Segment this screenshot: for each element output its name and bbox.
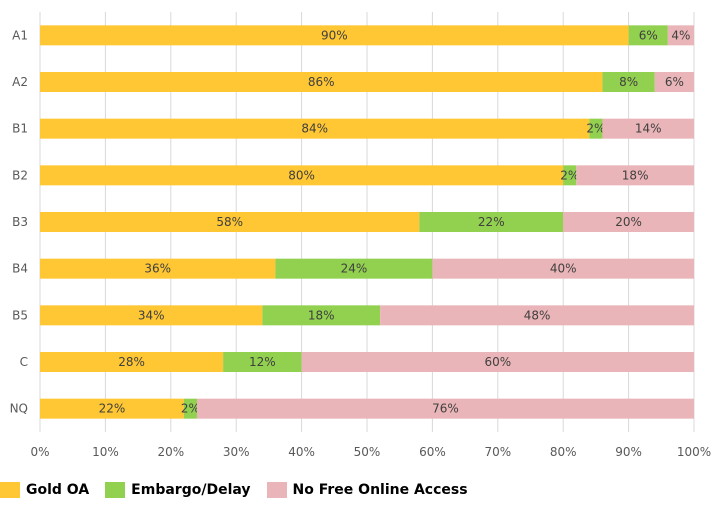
stacked-bar-chart: 90% 6% 4% 86% 8% 6% 84% 2% 14% 80% 2% 18% 58% 22% 20% 3… (10, 12, 711, 459)
legend-item-no-free-online-access: No Free Online Access (266, 482, 468, 498)
data-label: 22% (478, 215, 505, 229)
bar-segment-no-free-online-access (667, 25, 694, 46)
legend-label-no-free-online-access: No Free Online Access (292, 482, 468, 498)
bar-segment-gold-oa (40, 258, 276, 279)
x-tick-label: 70% (484, 445, 511, 459)
data-label: 60% (484, 355, 511, 369)
data-label: 2% (181, 402, 200, 416)
x-tick-label: 20% (157, 445, 184, 459)
category-label: C (20, 355, 28, 369)
bar-segment-no-free-online-access (380, 305, 694, 326)
x-tick-label: 0% (30, 445, 49, 459)
category-label: B3 (12, 215, 28, 229)
data-label: 24% (341, 262, 368, 276)
x-tick-label: 100% (677, 445, 711, 459)
bar-segment-no-free-online-access (196, 398, 694, 419)
bar-segment-no-free-online-access (602, 118, 694, 139)
data-label: 28% (118, 355, 145, 369)
bar-segment-gold-oa (40, 305, 263, 326)
category-label: B5 (12, 308, 28, 322)
data-label: 34% (138, 308, 165, 322)
legend-swatch-no-free-online-access (266, 482, 287, 498)
data-label: 36% (144, 262, 171, 276)
bar-segment-no-free-online-access (576, 165, 694, 186)
x-tick-label: 80% (550, 445, 577, 459)
bar-segment-embargo-delay (563, 165, 577, 186)
bar-segment-no-free-online-access (654, 72, 694, 92)
category-label: B4 (12, 262, 28, 276)
x-tick-label: 40% (288, 445, 315, 459)
bar-segment-gold-oa (40, 212, 420, 232)
data-label: 22% (99, 402, 126, 416)
legend-label-gold-oa: Gold OA (26, 482, 90, 498)
data-label: 4% (671, 28, 690, 42)
data-label: 14% (635, 122, 662, 136)
data-label: 2% (560, 168, 579, 182)
category-label: A1 (12, 28, 28, 42)
category-label: A2 (12, 75, 28, 89)
x-tick-labels: 0% 10% 20% 30% 40% 50% 60% 70% 80% 90% 100% (30, 445, 711, 459)
x-tick-label: 50% (354, 445, 381, 459)
bar-segment-no-free-online-access (432, 258, 694, 279)
data-label: 8% (619, 75, 638, 89)
bar-segment-gold-oa (40, 165, 564, 186)
legend-swatch-embargo-delay (105, 482, 126, 498)
data-label: 58% (216, 215, 243, 229)
bar-segment-embargo-delay (183, 398, 197, 419)
legend: Gold OA Embargo/Delay No Free Online Acc… (0, 478, 484, 502)
bar-segment-embargo-delay (602, 72, 655, 92)
bar-segment-embargo-delay (275, 258, 433, 279)
data-label: 20% (615, 215, 642, 229)
data-label: 40% (550, 262, 577, 276)
bar-segment-embargo-delay (589, 118, 603, 139)
x-tick-label: 10% (92, 445, 119, 459)
data-label: 90% (321, 28, 348, 42)
bar-segment-gold-oa (40, 118, 590, 139)
data-label: 6% (665, 75, 684, 89)
category-label: B2 (12, 168, 28, 182)
category-label: B1 (12, 122, 28, 136)
bar-segment-gold-oa (40, 25, 629, 46)
bar-segment-embargo-delay (628, 25, 668, 46)
data-label: 86% (308, 75, 335, 89)
x-tick-label: 90% (615, 445, 642, 459)
bar-segment-no-free-online-access (563, 212, 694, 232)
legend-item-embargo-delay: Embargo/Delay (105, 482, 251, 498)
legend-label-embargo-delay: Embargo/Delay (131, 482, 251, 498)
data-label: 12% (249, 355, 276, 369)
bars: 90% 6% 4% 86% 8% 6% 84% 2% 14% 80% 2% 18% 58% 22% 20% 3… (40, 25, 694, 419)
data-label: 6% (639, 28, 658, 42)
category-label: NQ (10, 402, 28, 416)
data-label: 80% (288, 168, 315, 182)
bar-segment-no-free-online-access (301, 352, 694, 372)
legend-swatch-gold-oa (0, 482, 20, 498)
data-label: 18% (622, 168, 649, 182)
data-label: 18% (308, 308, 335, 322)
x-tick-label: 60% (419, 445, 446, 459)
legend-item-gold-oa: Gold OA (0, 482, 89, 498)
data-label: 2% (586, 122, 605, 136)
bar-segment-embargo-delay (223, 352, 302, 372)
data-label: 48% (524, 308, 551, 322)
bar-segment-gold-oa (40, 72, 603, 92)
data-label: 76% (432, 402, 459, 416)
bar-segment-embargo-delay (262, 305, 381, 326)
bar-segment-gold-oa (40, 398, 184, 419)
x-tick-label: 30% (223, 445, 250, 459)
bar-segment-embargo-delay (419, 212, 564, 232)
bar-segment-gold-oa (40, 352, 224, 372)
data-label: 84% (301, 122, 328, 136)
category-labels: A1 A2 B1 B2 B3 B4 B5 C NQ (10, 28, 28, 415)
